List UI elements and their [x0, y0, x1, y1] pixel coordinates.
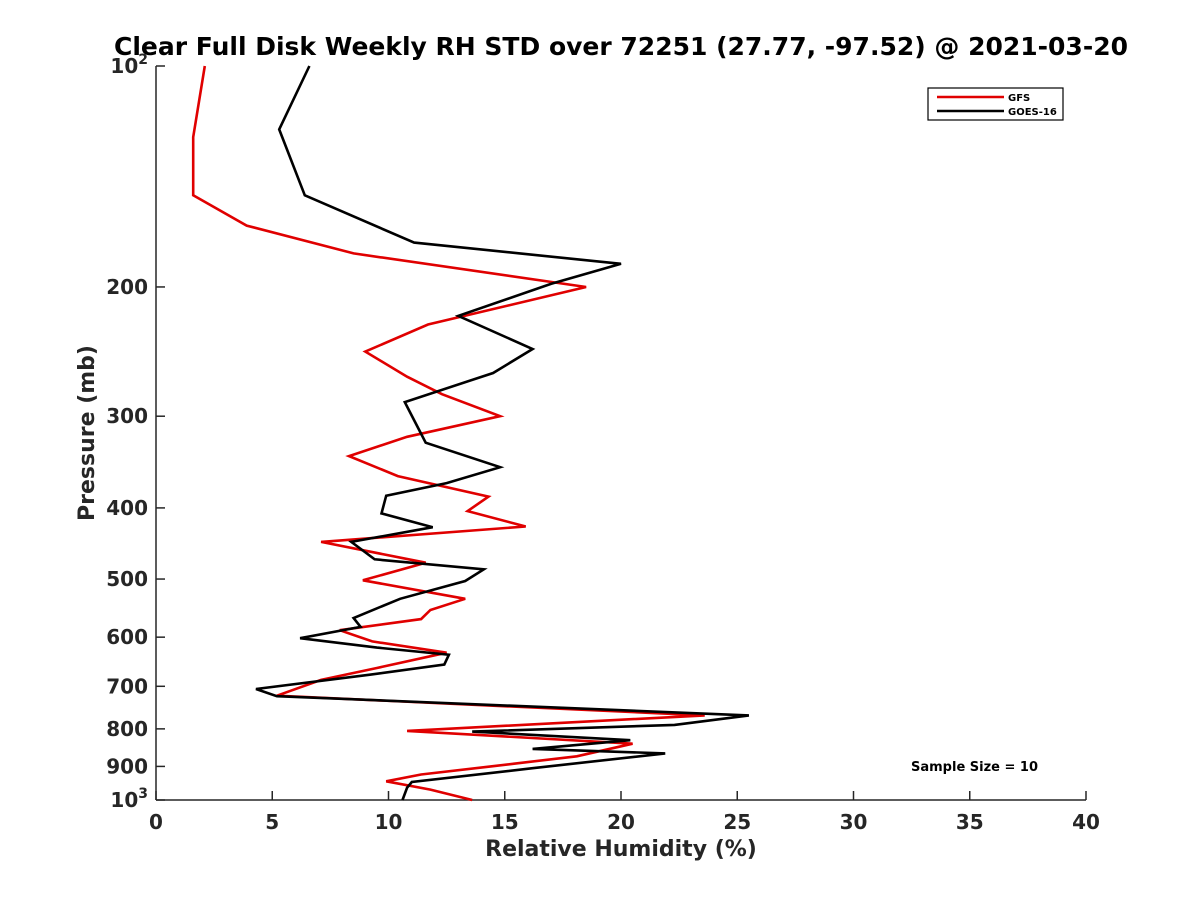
y-tick-label: 800 [106, 717, 148, 741]
legend: GFS GOES-16 [927, 87, 1064, 121]
y-tick-label: 103 [110, 786, 148, 812]
y-axis-label: Pressure (mb) [75, 345, 100, 521]
x-tick-label: 0 [149, 810, 163, 834]
x-tick-label: 25 [723, 810, 751, 834]
x-tick-label: 10 [375, 810, 403, 834]
y-tick-label: 600 [106, 625, 148, 649]
series-line-goes-16 [255, 65, 750, 801]
x-tick-label: 5 [265, 810, 279, 834]
y-tick-label: 200 [106, 275, 148, 299]
legend-label-goes-16: GOES-16 [1008, 107, 1057, 118]
x-tick-label: 15 [491, 810, 519, 834]
y-tick-label: 900 [106, 754, 148, 778]
x-axis-label: Relative Humidity (%) [485, 837, 757, 862]
sample-size-annotation: Sample Size = 10 [911, 760, 1038, 775]
x-tick-label: 30 [840, 810, 868, 834]
x-tick-label: 35 [956, 810, 984, 834]
x-tick-label: 40 [1072, 810, 1100, 834]
y-tick-label: 300 [106, 404, 148, 428]
legend-box [927, 87, 1064, 121]
y-tick-label: 400 [106, 496, 148, 520]
y-tick-label: 700 [106, 674, 148, 698]
axes: 0 5 10 15 20 25 30 35 40 102 200 300 400 500 600 700 800… [106, 52, 1100, 834]
plot-lines [191, 65, 750, 802]
legend-label-gfs: GFS [1008, 93, 1030, 104]
y-tick-label: 102 [110, 52, 148, 78]
x-tick-label: 20 [607, 810, 635, 834]
y-tick-label: 500 [106, 567, 148, 591]
series-line-gfs [191, 65, 705, 802]
chart-title: Clear Full Disk Weekly RH STD over 72251… [114, 32, 1128, 61]
